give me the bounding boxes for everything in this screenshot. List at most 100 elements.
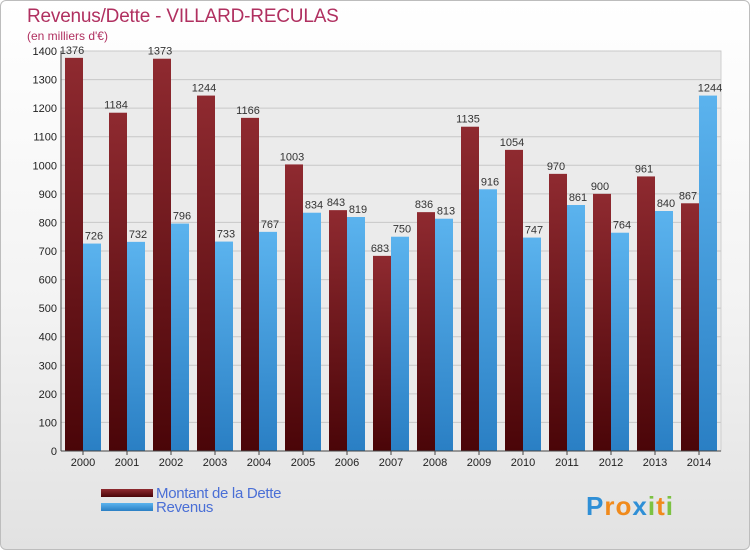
value-label-revenus: 813 bbox=[437, 206, 455, 218]
value-label-dette: 961 bbox=[635, 163, 653, 175]
bar-revenus bbox=[347, 217, 365, 451]
y-tick-label: 300 bbox=[39, 360, 57, 372]
value-label-dette: 1003 bbox=[280, 151, 304, 163]
x-tick-label: 2007 bbox=[379, 457, 403, 469]
proxiti-logo: Proxiti bbox=[586, 491, 674, 522]
legend-swatch-revenus bbox=[101, 503, 153, 511]
x-tick-label: 2001 bbox=[115, 457, 139, 469]
value-label-dette: 843 bbox=[327, 197, 345, 209]
bar-revenus bbox=[171, 223, 189, 451]
value-label-dette: 1376 bbox=[60, 45, 84, 57]
y-tick-label: 400 bbox=[39, 332, 57, 344]
value-label-revenus: 747 bbox=[525, 225, 543, 237]
value-label-dette: 1244 bbox=[192, 83, 216, 95]
y-tick-label: 900 bbox=[39, 189, 57, 201]
bar-dette bbox=[681, 203, 699, 451]
x-tick-label: 2011 bbox=[555, 457, 579, 469]
legend-label-dette: Montant de la Dette bbox=[156, 485, 282, 502]
bar-dette bbox=[285, 164, 303, 451]
legend-label-revenus: Revenus bbox=[156, 499, 214, 516]
logo-letter: i bbox=[647, 491, 657, 521]
y-tick-label: 1100 bbox=[33, 132, 57, 144]
bar-dette bbox=[593, 193, 611, 451]
value-label-dette: 683 bbox=[371, 243, 389, 255]
value-label-dette: 867 bbox=[679, 190, 697, 202]
bar-revenus bbox=[215, 241, 233, 451]
y-tick-label: 600 bbox=[39, 275, 57, 287]
value-label-revenus: 733 bbox=[217, 229, 235, 241]
value-label-dette: 970 bbox=[547, 161, 565, 173]
value-label-dette: 1184 bbox=[104, 100, 128, 112]
bar-revenus bbox=[83, 243, 101, 451]
bar-dette bbox=[329, 210, 347, 451]
y-tick-label: 100 bbox=[39, 417, 57, 429]
logo-letter: t bbox=[656, 491, 666, 521]
x-tick-label: 2004 bbox=[247, 457, 271, 469]
bar-revenus bbox=[699, 95, 717, 452]
bar-revenus bbox=[259, 231, 277, 451]
value-label-revenus: 732 bbox=[129, 229, 147, 241]
value-label-revenus: 834 bbox=[305, 200, 323, 212]
value-label-revenus: 726 bbox=[85, 231, 103, 243]
value-label-revenus: 840 bbox=[657, 198, 675, 210]
value-label-revenus: 764 bbox=[613, 220, 631, 232]
y-tick-label: 800 bbox=[39, 217, 57, 229]
x-tick-label: 2008 bbox=[423, 457, 447, 469]
logo-letter: o bbox=[615, 491, 633, 521]
value-label-revenus: 819 bbox=[349, 204, 367, 216]
bar-dette bbox=[241, 117, 259, 451]
y-tick-label: 1400 bbox=[33, 46, 57, 58]
bar-revenus bbox=[567, 205, 585, 451]
bar-dette bbox=[505, 149, 523, 451]
chart-title: Revenus/Dette - VILLARD-RECULAS bbox=[27, 6, 339, 27]
x-tick-label: 2003 bbox=[203, 457, 227, 469]
bar-dette bbox=[417, 212, 435, 451]
x-tick-label: 2014 bbox=[687, 457, 711, 469]
value-label-revenus: 1244 bbox=[698, 83, 722, 95]
x-tick-label: 2012 bbox=[599, 457, 623, 469]
bar-dette bbox=[461, 126, 479, 451]
bar-chart: 1376 726 1184 732 1373 796 1244 733 1166 767 1003 8… bbox=[33, 45, 723, 469]
y-tick-label: 700 bbox=[39, 246, 57, 258]
value-label-revenus: 750 bbox=[393, 224, 411, 236]
value-label-dette: 1373 bbox=[148, 46, 172, 58]
bar-dette bbox=[197, 95, 215, 452]
x-tick-label: 2013 bbox=[643, 457, 667, 469]
value-label-dette: 1135 bbox=[456, 114, 480, 126]
value-label-dette: 1054 bbox=[500, 137, 524, 149]
x-tick-label: 2010 bbox=[511, 457, 535, 469]
value-label-dette: 900 bbox=[591, 181, 609, 193]
bar-revenus bbox=[391, 236, 409, 451]
x-tick-label: 2005 bbox=[291, 457, 315, 469]
logo-letter: P bbox=[586, 491, 605, 521]
axes: 0 100 200 300 400 500 600 700 800 900 1000 1100 1200… bbox=[33, 46, 721, 469]
value-label-revenus: 861 bbox=[569, 192, 587, 204]
y-tick-label: 1300 bbox=[33, 75, 57, 87]
x-tick-label: 2006 bbox=[335, 457, 359, 469]
bar-revenus bbox=[127, 241, 145, 451]
bar-revenus bbox=[611, 232, 629, 451]
bars: 1376 726 1184 732 1373 796 1244 733 1166 767 1003 8… bbox=[60, 45, 722, 452]
value-label-revenus: 796 bbox=[173, 211, 191, 223]
bar-dette bbox=[549, 173, 567, 451]
logo-letter: i bbox=[665, 491, 674, 521]
value-label-revenus: 916 bbox=[481, 176, 499, 188]
x-tick-label: 2002 bbox=[159, 457, 183, 469]
bar-revenus bbox=[479, 189, 497, 452]
bar-dette bbox=[637, 176, 655, 451]
x-tick-label: 2000 bbox=[71, 457, 95, 469]
logo-letter: x bbox=[632, 491, 648, 521]
x-tick-label: 2009 bbox=[467, 457, 491, 469]
y-tick-label: 1000 bbox=[33, 160, 57, 172]
value-label-dette: 1166 bbox=[236, 105, 260, 117]
bar-revenus bbox=[523, 237, 541, 451]
y-tick-label: 0 bbox=[51, 446, 57, 458]
bar-dette bbox=[153, 58, 171, 451]
chart-subtitle: (en milliers d'€) bbox=[27, 29, 108, 43]
bar-revenus bbox=[435, 218, 453, 451]
bar-revenus bbox=[303, 212, 321, 451]
bar-dette bbox=[65, 57, 83, 451]
bar-dette bbox=[373, 255, 391, 451]
value-label-revenus: 767 bbox=[261, 219, 279, 231]
